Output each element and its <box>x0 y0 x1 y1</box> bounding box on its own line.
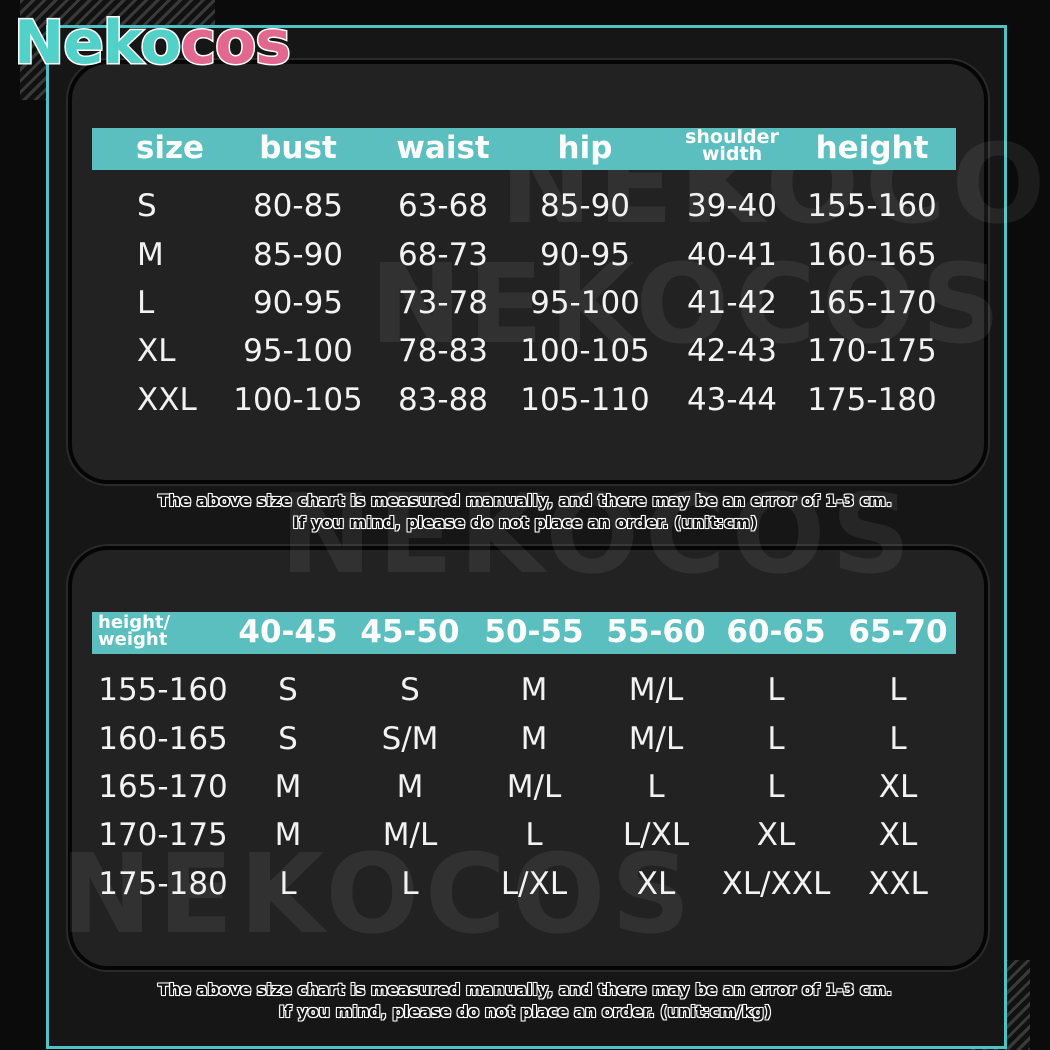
table-cell: 95-100 <box>243 333 353 369</box>
table-cell: 43-44 <box>686 382 778 418</box>
column-header: hip <box>557 130 613 166</box>
table-cell: M/L <box>628 672 684 708</box>
table-cell: M <box>520 721 548 757</box>
table-cell: 80-85 <box>252 188 344 224</box>
table-cell: M/L <box>382 817 438 853</box>
table-cell: L <box>889 672 907 708</box>
table-cell: 85-90 <box>252 237 344 273</box>
table-cell: 160-165 <box>807 237 937 273</box>
table-cell: L <box>767 721 785 757</box>
table-cell: L <box>767 672 785 708</box>
table-cell: L <box>767 769 785 805</box>
height-weight-table-header <box>92 612 956 654</box>
watermark: NEKOCOS <box>60 830 697 958</box>
table-cell: M/L <box>628 721 684 757</box>
table-cell: L <box>647 769 665 805</box>
table-cell: M <box>520 672 548 708</box>
table-cell: S <box>278 721 298 757</box>
table-cell: S <box>400 672 420 708</box>
table-cell: 100-105 <box>233 382 363 418</box>
nekocos-logo: Nekocos <box>12 7 292 80</box>
table-cell: M <box>274 817 302 853</box>
table-cell: L <box>279 866 297 902</box>
table-cell: L <box>401 866 419 902</box>
table-cell: 100-105 <box>520 333 650 369</box>
table-cell: M <box>274 769 302 805</box>
column-header: 60-65 <box>726 614 826 650</box>
size-table-header <box>92 128 956 170</box>
column-header: 40-45 <box>238 614 338 650</box>
table-cell: 90-95 <box>539 237 631 273</box>
table-cell: 63-68 <box>397 188 489 224</box>
table-cell: S <box>278 672 298 708</box>
table-cell: 73-78 <box>397 285 489 321</box>
table-cell: 40-41 <box>686 237 778 273</box>
table-cell: 42-43 <box>686 333 778 369</box>
table-cell: XL <box>756 817 796 853</box>
table-cell: 90-95 <box>252 285 344 321</box>
table-cell: XL/XXL <box>721 866 831 902</box>
size-table-note-1: The above size chart is measured manuall… <box>157 491 893 510</box>
table-cell: 155-160 <box>98 672 228 708</box>
table-cell: 155-160 <box>807 188 937 224</box>
table-cell: 95-100 <box>530 285 640 321</box>
table-cell: 175-180 <box>98 866 228 902</box>
table-cell: XL <box>878 817 918 853</box>
height-weight-note-1: The above size chart is measured manuall… <box>157 980 893 999</box>
column-header: waist <box>396 130 490 166</box>
table-cell: L <box>889 721 907 757</box>
table-cell: S/M <box>381 721 439 757</box>
table-cell: M <box>396 769 424 805</box>
table-cell: L/XL <box>500 866 568 902</box>
table-cell: 105-110 <box>520 382 650 418</box>
column-header: 50-55 <box>484 614 584 650</box>
table-cell: 68-73 <box>397 237 489 273</box>
watermark: NEKOCOS <box>370 240 1007 368</box>
table-cell: 170-175 <box>807 333 937 369</box>
table-cell: 78-83 <box>397 333 489 369</box>
column-header: height/ weight <box>98 612 171 650</box>
table-cell: 165-170 <box>807 285 937 321</box>
table-cell: 170-175 <box>98 817 228 853</box>
table-cell: L/XL <box>622 817 690 853</box>
column-header: bust <box>259 130 337 166</box>
table-cell: 85-90 <box>539 188 631 224</box>
table-cell: XL <box>636 866 676 902</box>
column-header: 45-50 <box>360 614 460 650</box>
table-cell: S <box>137 188 157 224</box>
table-cell: 41-42 <box>686 285 778 321</box>
table-cell: 175-180 <box>807 382 937 418</box>
table-cell: XXL <box>137 382 197 418</box>
table-cell: 83-88 <box>397 382 489 418</box>
size-table-note-2: If you mind, please do not place an orde… <box>292 513 758 532</box>
watermark: NEKOCOS <box>280 470 917 598</box>
table-cell: 39-40 <box>686 188 778 224</box>
column-header: 55-60 <box>606 614 706 650</box>
table-cell: 160-165 <box>98 721 228 757</box>
table-cell: M <box>137 237 164 273</box>
table-cell: XL <box>137 333 176 369</box>
column-header: shoulder width <box>685 126 779 165</box>
table-cell: M/L <box>506 769 562 805</box>
height-weight-note-2: If you mind, please do not place an orde… <box>278 1002 772 1021</box>
column-header: size <box>135 130 205 166</box>
table-cell: L <box>137 285 155 321</box>
table-cell: XL <box>878 769 918 805</box>
column-header: height <box>815 130 929 166</box>
table-cell: 165-170 <box>98 769 228 805</box>
table-cell: L <box>525 817 543 853</box>
table-cell: XXL <box>868 866 928 902</box>
column-header: 65-70 <box>848 614 948 650</box>
